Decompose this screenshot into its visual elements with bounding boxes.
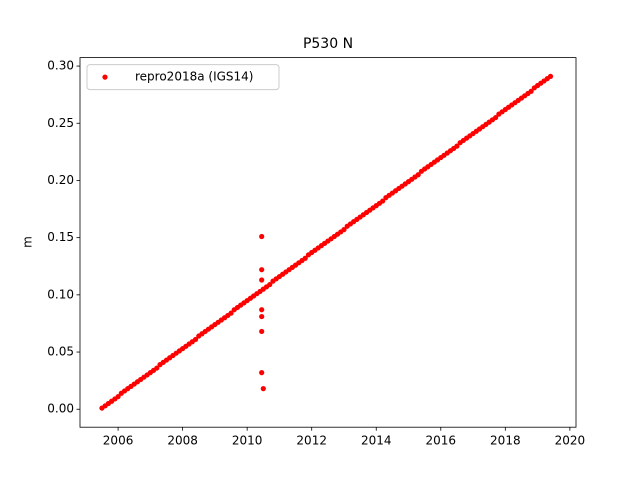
y-tick-label: 0.10	[47, 287, 74, 301]
x-tick-label: 2008	[167, 434, 198, 448]
point	[259, 267, 265, 273]
plot-frame	[79, 57, 577, 428]
y-tick-label: 0.25	[47, 116, 74, 130]
point	[415, 172, 421, 178]
y-tick-label: 0.05	[47, 345, 74, 359]
x-tick-label: 2018	[490, 434, 521, 448]
legend-label: repro2018a (IGS14)	[135, 70, 253, 84]
x-tick-label: 2010	[232, 434, 263, 448]
y-tick-label: 0.30	[47, 59, 74, 73]
point	[115, 394, 121, 400]
x-tick-label: 2006	[103, 434, 134, 448]
legend-marker	[102, 74, 108, 80]
point	[341, 227, 347, 233]
point	[259, 370, 265, 376]
y-tick-label: 0.20	[47, 173, 74, 187]
x-tick-label: 2012	[296, 434, 327, 448]
point	[259, 313, 265, 320]
point	[528, 88, 534, 94]
chart-title: P530 N	[303, 36, 353, 52]
point	[192, 336, 199, 343]
point	[260, 386, 266, 392]
point	[547, 73, 554, 79]
point	[259, 277, 265, 283]
x-tick-label: 2014	[361, 434, 392, 448]
y-tick-label: 0.00	[47, 402, 74, 416]
x-tick-label: 2016	[426, 434, 457, 448]
point	[259, 328, 265, 335]
point	[259, 307, 265, 313]
point	[259, 233, 265, 240]
y-tick-label: 0.15	[47, 230, 74, 244]
point	[493, 114, 499, 121]
x-tick-label: 2020	[555, 434, 586, 448]
point	[380, 198, 386, 204]
point	[454, 143, 460, 149]
point	[154, 365, 160, 371]
point	[228, 310, 234, 316]
legend-box	[86, 64, 280, 91]
point	[302, 255, 308, 261]
y-axis-label: m	[21, 236, 35, 248]
point	[267, 281, 273, 288]
